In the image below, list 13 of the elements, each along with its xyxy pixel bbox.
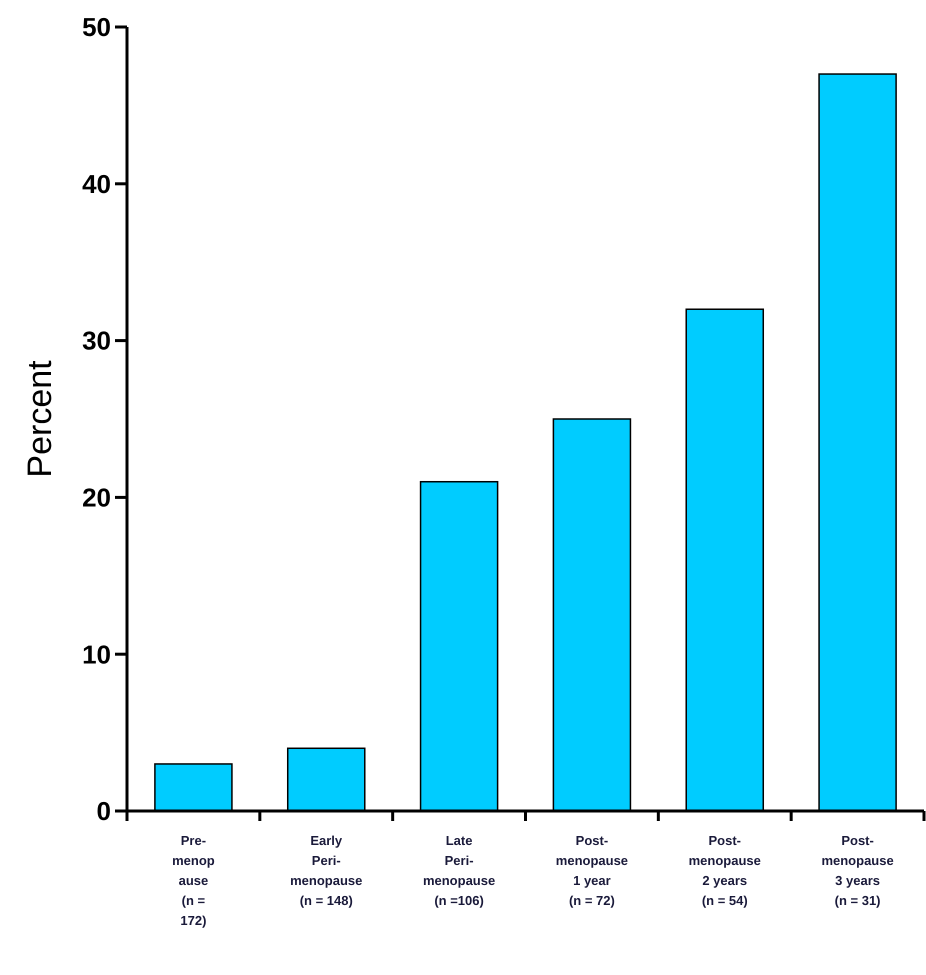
y-tick-label: 40 — [82, 168, 111, 199]
x-tick-label: Post- menopause 1 year (n = 72) — [556, 833, 628, 908]
x-tick-label: Pre- menop ause (n = 172) — [172, 833, 215, 928]
y-tick-label: 50 — [82, 12, 111, 42]
y-tick-label: 10 — [82, 639, 111, 670]
y-tick-label: 0 — [96, 796, 111, 826]
x-tick-label: Post- menopause 2 years (n = 54) — [688, 833, 761, 908]
x-tick-label: Late Peri- menopause (n =106) — [422, 833, 496, 908]
y-axis-title: Percent — [21, 360, 59, 478]
x-tick-label: Post- menopause 3 years (n = 31) — [821, 833, 894, 908]
y-tick-label: 20 — [82, 482, 111, 512]
x-tick-label: Early Peri- menopause (n = 148) — [290, 833, 362, 908]
y-tick-label: 30 — [82, 326, 111, 356]
